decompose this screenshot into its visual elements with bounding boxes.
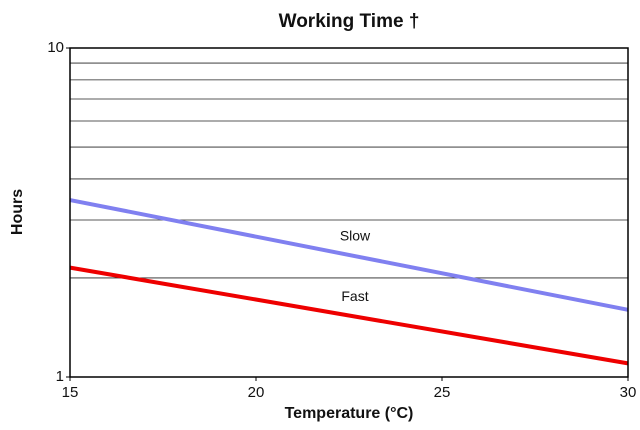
series-line	[69, 198, 629, 312]
y-axis-title: Hours	[9, 189, 26, 235]
series-label: Slow	[340, 228, 371, 244]
y-tick-label: 10	[47, 39, 64, 56]
x-tick-label: 20	[248, 384, 265, 401]
x-tick-label: 15	[62, 384, 79, 401]
plot-border	[69, 47, 629, 378]
series-label: Fast	[341, 288, 368, 304]
y-tick-label: 1	[56, 368, 64, 385]
plot-area	[70, 48, 628, 377]
x-tick-label: 30	[620, 384, 637, 401]
chart-title: Working Time †	[279, 11, 420, 32]
x-axis-title: Temperature (°C)	[285, 405, 414, 422]
x-tick-label: 25	[434, 384, 451, 401]
series-line	[69, 265, 629, 366]
